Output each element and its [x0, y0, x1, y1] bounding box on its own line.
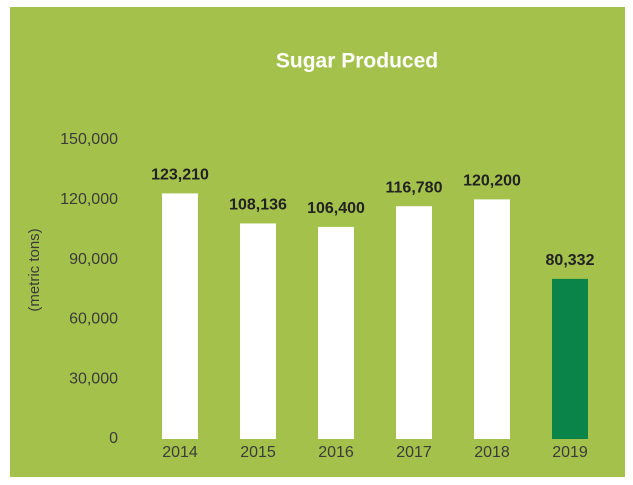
y-tick-label: 30,000	[69, 370, 118, 387]
y-axis-label: (metric tons)	[26, 228, 43, 311]
bar	[240, 223, 276, 439]
bar	[318, 226, 354, 439]
value-label: 80,332	[546, 252, 595, 269]
x-tick-label: 2016	[318, 444, 354, 461]
y-tick-label: 150,000	[60, 131, 118, 148]
value-label: 120,200	[463, 173, 521, 190]
x-tick-label: 2017	[396, 444, 432, 461]
x-tick-label: 2014	[162, 444, 198, 461]
value-label: 116,780	[386, 179, 443, 196]
y-tick-label: 60,000	[69, 311, 118, 328]
y-tick-label: 0	[109, 430, 118, 447]
value-label: 108,136	[229, 197, 287, 214]
x-tick-label: 2019	[552, 444, 588, 461]
value-label: 106,400	[307, 200, 365, 217]
background	[10, 7, 625, 477]
y-tick-label: 90,000	[69, 251, 118, 268]
chart-title: Sugar Produced	[276, 50, 438, 73]
x-tick-label: 2015	[240, 444, 276, 461]
bar	[552, 278, 588, 439]
bar	[396, 206, 432, 439]
value-label: 123,210	[151, 167, 209, 184]
y-tick-label: 120,000	[60, 191, 118, 208]
bar	[162, 193, 198, 439]
x-tick-label: 2018	[474, 444, 510, 461]
bar	[474, 199, 510, 439]
